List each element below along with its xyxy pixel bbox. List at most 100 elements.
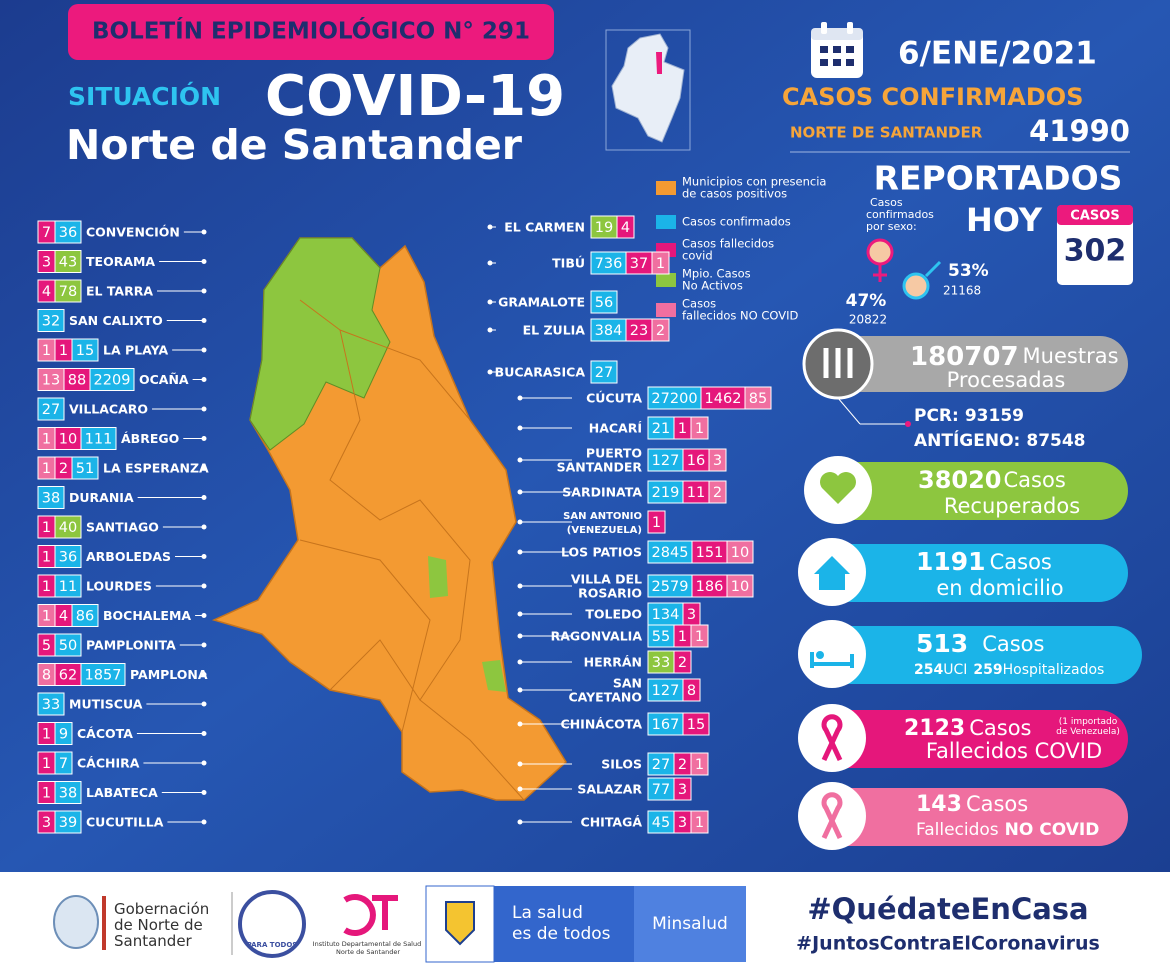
count-value: 134 — [652, 607, 680, 623]
count-value: 3 — [42, 255, 51, 271]
count-value: 151 — [696, 545, 724, 561]
count-value: 27 — [42, 402, 60, 418]
count-value: 186 — [696, 579, 724, 595]
count-cell — [708, 448, 727, 472]
legend-label: Municipios con presencia — [682, 175, 826, 189]
municipality: VILLA DEL — [571, 572, 642, 587]
sex-label-line: confirmados — [866, 208, 934, 221]
connector-dot — [201, 495, 207, 500]
panel — [808, 788, 1128, 846]
connector-dot — [201, 347, 207, 353]
gov-name: Gobernación de Norte de Santander — [114, 900, 214, 950]
count-cell — [590, 290, 618, 314]
count-cell — [708, 480, 727, 504]
count-value: 1 — [42, 343, 51, 359]
count-value: 1 — [678, 629, 687, 645]
connector-dot — [201, 229, 207, 235]
pcr-value: 93159 — [965, 406, 1024, 426]
count-value: 85 — [749, 391, 767, 407]
count-cell — [37, 309, 65, 332]
ids-logo — [343, 894, 398, 936]
count-value: 23 — [630, 323, 648, 339]
confirmed-label: CASOS CONFIRMADOS — [782, 83, 1084, 111]
male-icon — [902, 260, 942, 300]
calendar-icon — [811, 22, 863, 78]
count-value: 3 — [42, 815, 51, 831]
panel — [808, 544, 1128, 602]
inactive-area — [428, 556, 448, 598]
antigen: ANTÍGENO: 87548 — [914, 429, 1086, 451]
male: 21168 — [943, 284, 981, 298]
pcr-label: PCR: — [914, 406, 959, 426]
connector-dot — [201, 406, 207, 412]
municipality: LABATECA — [86, 785, 158, 800]
hosp-label: Hospitalizados — [1003, 662, 1105, 678]
count-cell — [37, 486, 65, 509]
count-cell — [647, 510, 666, 534]
count-value: 62 — [59, 668, 77, 684]
municipality: GRAMALOTE — [498, 295, 585, 310]
count-value: 36 — [59, 550, 77, 566]
subtitle: Norte de Santander — [66, 121, 523, 169]
hashtag: #QuédateEnCasa — [807, 892, 1088, 926]
gov-line: Gobernación — [114, 900, 209, 918]
ministry-box — [634, 886, 746, 962]
count-cell — [71, 456, 99, 480]
health-slogan: La salud es de todos — [512, 903, 611, 944]
count-value: 1 — [695, 629, 704, 645]
count-value: 1 — [695, 757, 704, 773]
count-cell — [54, 220, 82, 244]
count-cell — [690, 416, 709, 440]
icon — [798, 620, 866, 688]
count-cell — [673, 777, 692, 801]
connector-dot — [201, 436, 207, 441]
count-value: 39 — [59, 815, 77, 831]
count-value: 1 — [42, 550, 51, 566]
recovered-value: 38020 — [918, 466, 1002, 494]
non-covid-label3: NO COVID — [1005, 820, 1100, 840]
today-cases: 302 — [1064, 234, 1127, 269]
municipality: EL TARRA — [86, 284, 153, 299]
count-value: 2845 — [652, 545, 689, 561]
connector-dot — [201, 701, 207, 707]
count-value: 4 — [59, 609, 68, 625]
hosp-value: 259 — [973, 662, 1002, 678]
count-value: 2 — [678, 757, 687, 773]
recovered-label2: Recuperados — [944, 494, 1080, 518]
count-value: 3 — [678, 782, 687, 798]
count-cell — [682, 712, 710, 736]
connector-dot — [201, 731, 207, 736]
count-value: 37 — [630, 256, 648, 272]
legend-label: Casos — [682, 297, 716, 311]
connector-dot — [201, 377, 207, 382]
count-cell — [690, 810, 709, 834]
count-value: 27200 — [651, 391, 697, 407]
count-value: 127 — [652, 683, 680, 699]
legend-swatch — [656, 303, 676, 317]
count-value: 1 — [652, 515, 661, 531]
municipality: LA ESPERANZA — [103, 461, 209, 476]
municipality: SILOS — [601, 757, 642, 772]
connector-dot — [201, 259, 207, 264]
count-cell — [71, 338, 99, 362]
legend-swatch — [656, 273, 676, 287]
hospital: 513 Casos — [916, 629, 1044, 658]
municipality: TEORAMA — [86, 254, 155, 269]
panel — [808, 626, 1142, 684]
count-value: 32 — [42, 314, 60, 330]
reported: REPORTADOS — [874, 159, 1123, 198]
count-cell — [726, 540, 754, 564]
count-value: 2 — [656, 323, 665, 339]
municipality: LOURDES — [86, 579, 152, 594]
health-line: es de todos — [512, 924, 611, 944]
male-pct: 53% — [948, 261, 989, 281]
municipality: CÚCUTA — [586, 391, 642, 406]
count-value: 33 — [652, 655, 670, 671]
count-value: 33 — [42, 697, 60, 713]
municipality: ARBOLEDAS — [86, 549, 171, 564]
legend-label: covid — [682, 249, 713, 263]
icon-heart — [820, 471, 856, 504]
count-cell — [651, 318, 670, 342]
deaths-label: Casos — [969, 716, 1031, 740]
